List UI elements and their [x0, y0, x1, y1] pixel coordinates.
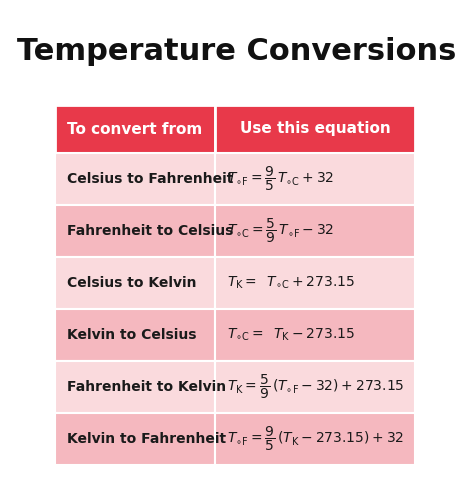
Bar: [55, 105, 215, 153]
Text: $T_{\mathregular{\circ F}} = \dfrac{9}{5}\, ( T_{\mathregular{K}} - 273.15) + 32: $T_{\mathregular{\circ F}} = \dfrac{9}{5…: [227, 425, 404, 453]
Bar: [215, 205, 415, 257]
Text: Celsius to Kelvin: Celsius to Kelvin: [67, 276, 197, 290]
Text: $T_{\mathregular{\circ F}} = \dfrac{9}{5}\, T_{\mathregular{\circ C}} + 32$: $T_{\mathregular{\circ F}} = \dfrac{9}{5…: [227, 165, 335, 193]
Text: Use this equation: Use this equation: [240, 122, 391, 136]
Bar: [215, 309, 415, 361]
Bar: [215, 153, 415, 205]
Bar: [215, 105, 415, 153]
Bar: [215, 361, 415, 413]
Text: To convert from: To convert from: [67, 122, 203, 136]
Text: $T_{\mathregular{K}} = \;\; T_{\mathregular{\circ C}} + 273.15$: $T_{\mathregular{K}} = \;\; T_{\mathregu…: [227, 275, 355, 291]
Text: Kelvin to Celsius: Kelvin to Celsius: [67, 328, 197, 342]
Bar: [55, 413, 215, 465]
Text: $T_{\mathregular{\circ C}} = \dfrac{5}{9}\, T_{\mathregular{\circ F}} - 32$: $T_{\mathregular{\circ C}} = \dfrac{5}{9…: [227, 217, 335, 245]
Text: Fahrenheit to Celsius: Fahrenheit to Celsius: [67, 224, 233, 238]
Bar: [215, 413, 415, 465]
Text: Fahrenheit to Kelvin: Fahrenheit to Kelvin: [67, 380, 226, 394]
Bar: [215, 257, 415, 309]
Bar: [55, 257, 215, 309]
Bar: [55, 309, 215, 361]
Bar: [55, 361, 215, 413]
Text: Temperature Conversions: Temperature Conversions: [18, 38, 456, 66]
Bar: [55, 205, 215, 257]
Text: $T_{\mathregular{\circ C}} = \;\; T_{\mathregular{K}} - 273.15$: $T_{\mathregular{\circ C}} = \;\; T_{\ma…: [227, 327, 355, 343]
Bar: [55, 153, 215, 205]
Text: Kelvin to Fahrenheit: Kelvin to Fahrenheit: [67, 432, 226, 446]
Text: $T_{\mathregular{K}} = \dfrac{5}{9}\, ( T_{\mathregular{\circ F}} - 32) + 273.15: $T_{\mathregular{K}} = \dfrac{5}{9}\, ( …: [227, 373, 405, 401]
Text: Celsius to Fahrenheit: Celsius to Fahrenheit: [67, 172, 233, 186]
